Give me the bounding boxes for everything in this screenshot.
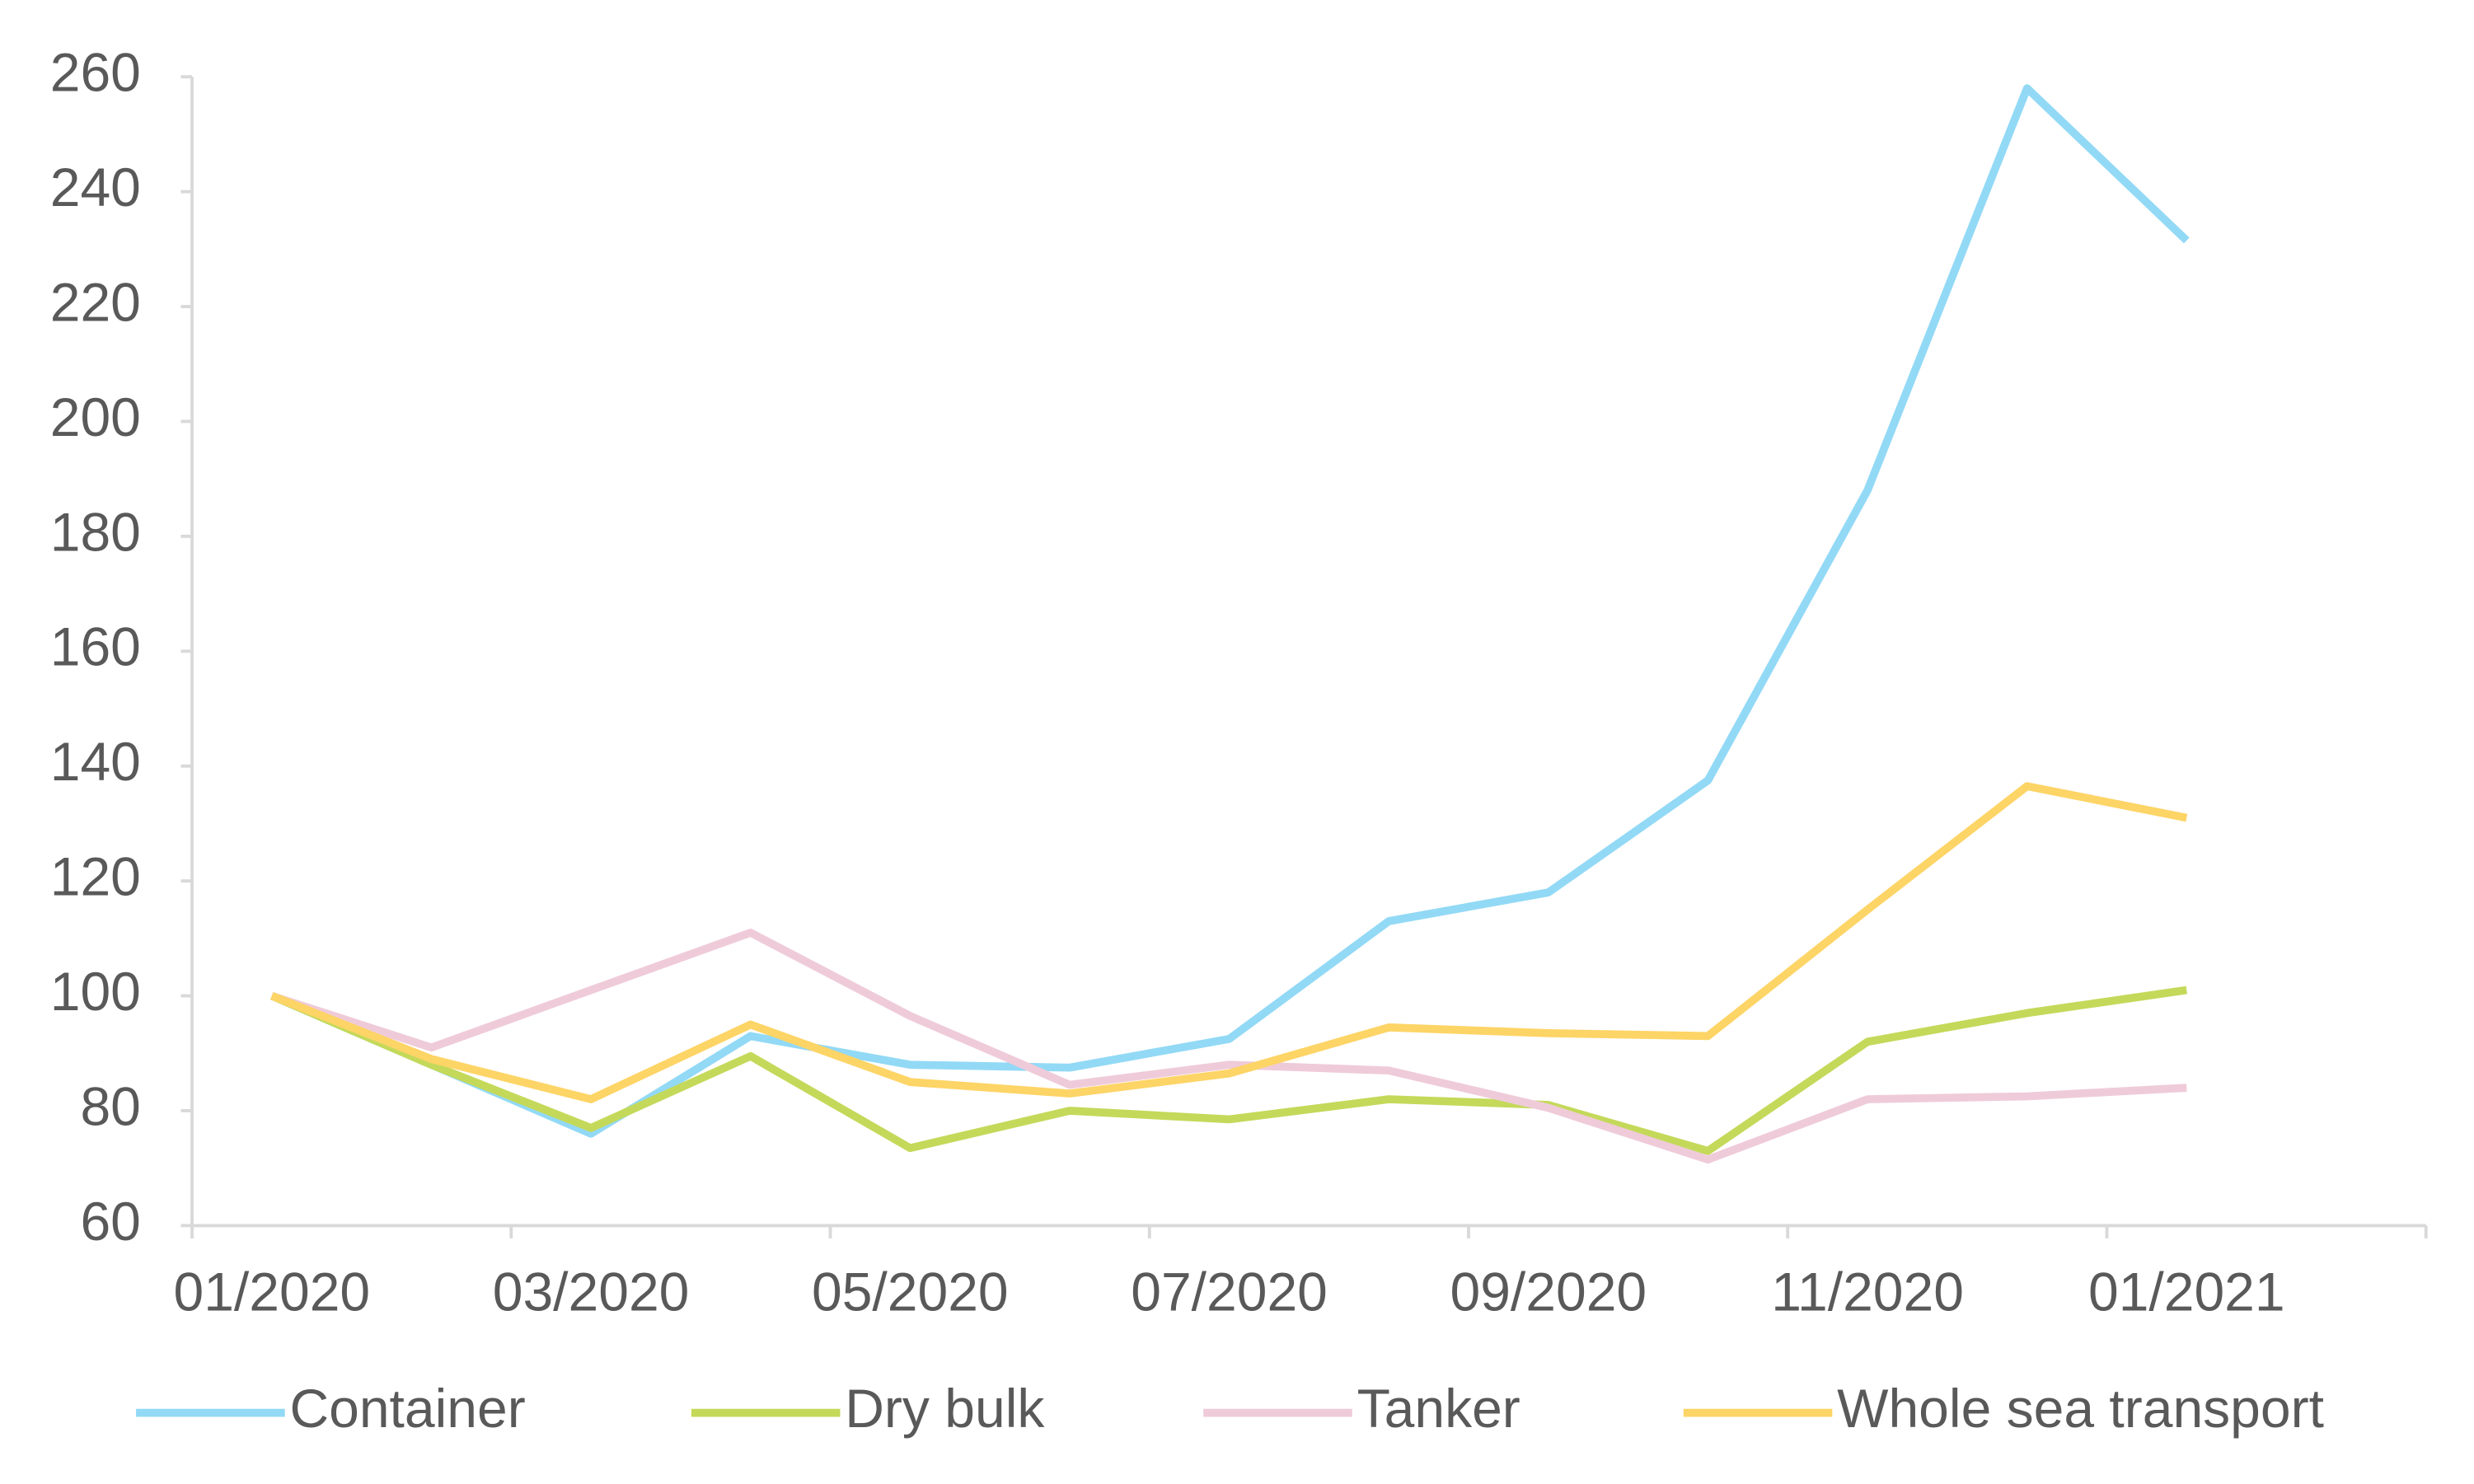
x-tick-label: 01/2020 — [174, 1261, 371, 1322]
legend-label: Whole sea transport — [1837, 1378, 2324, 1439]
y-tick-label: 220 — [50, 271, 141, 332]
x-tick-label: 09/2020 — [1450, 1261, 1647, 1322]
y-tick-label: 200 — [50, 386, 141, 447]
x-tick-label: 01/2021 — [2088, 1261, 2285, 1322]
legend-label: Dry bulk — [845, 1378, 1045, 1439]
x-tick-label: 05/2020 — [812, 1261, 1009, 1322]
y-tick-label: 120 — [50, 846, 141, 907]
series-line — [270, 782, 2188, 1103]
legend-label: Tanker — [1357, 1378, 1520, 1439]
x-tick-label: 07/2020 — [1131, 1261, 1328, 1322]
legend-label: Container — [289, 1378, 525, 1439]
x-tick-label: 11/2020 — [1771, 1261, 1964, 1322]
y-tick-label: 80 — [80, 1075, 140, 1136]
series-line — [269, 84, 2190, 1138]
series-line — [270, 929, 2187, 1164]
series-line — [269, 985, 2188, 1155]
y-tick-label: 240 — [50, 157, 141, 218]
y-tick-label: 100 — [50, 961, 141, 1022]
y-tick-label: 160 — [50, 616, 141, 677]
y-tick-label: 180 — [50, 501, 141, 562]
y-tick-label: 60 — [80, 1191, 140, 1252]
y-tick-label: 140 — [50, 731, 141, 792]
x-tick-label: 03/2020 — [493, 1261, 690, 1322]
y-tick-label: 260 — [50, 42, 141, 103]
